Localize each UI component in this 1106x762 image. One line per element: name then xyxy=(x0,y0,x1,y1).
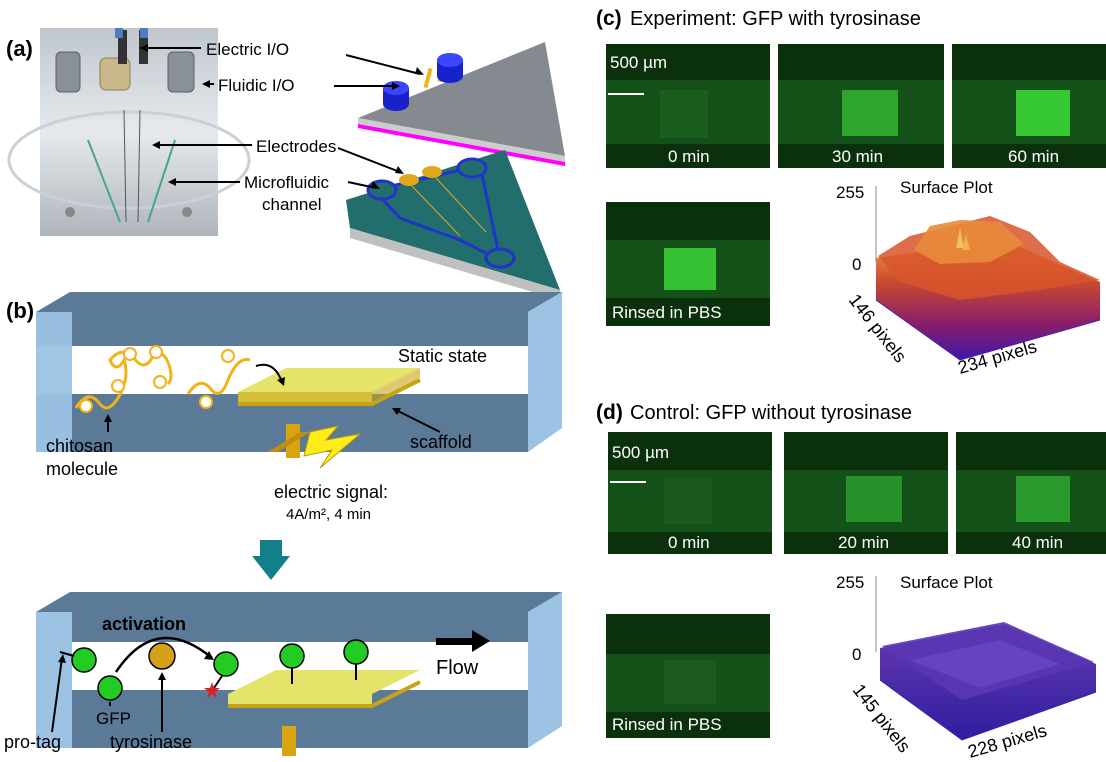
d-frame-label: 0 min xyxy=(668,533,710,552)
device-photo xyxy=(7,28,251,236)
c-z-max-label: 255 xyxy=(836,183,864,202)
d-frame-20min: 20 min xyxy=(784,432,948,554)
panel-b-label: (b) xyxy=(6,298,34,323)
c-frame-label: 30 min xyxy=(832,147,883,166)
c-frame-label: 60 min xyxy=(1008,147,1059,166)
c-frame-60min: 60 min xyxy=(952,44,1106,168)
c-frame-label: 0 min xyxy=(668,147,710,166)
electric-io-label: Electric I/O xyxy=(206,40,289,59)
c-rinsed-label: Rinsed in PBS xyxy=(612,303,722,322)
d-frame-label: 40 min xyxy=(1012,533,1063,552)
microfluidic-label-1: Microfluidic xyxy=(244,173,330,192)
panel-a-callouts: Electric I/O Fluidic I/O Electrodes Micr… xyxy=(140,40,424,214)
c-surface-title: Surface Plot xyxy=(900,178,993,197)
electrodes-label: Electrodes xyxy=(256,137,336,156)
tyrosinase-label: tyrosinase xyxy=(110,732,192,752)
chitosan-label-2: molecule xyxy=(46,459,118,479)
flow-label: Flow xyxy=(436,657,479,679)
activation-label: activation xyxy=(102,614,186,634)
d-surface-plot: 255 0 Surface Plot 145 pixels 228 pixels xyxy=(836,573,1097,762)
c-frame-rinsed: Rinsed in PBS xyxy=(606,202,770,326)
d-z-min-label: 0 xyxy=(852,645,861,664)
panel-c-title: Experiment: GFP with tyrosinase xyxy=(630,8,921,30)
transition-arrow xyxy=(252,540,290,580)
panel-d: (d) Control: GFP without tyrosinase 500 … xyxy=(596,401,1106,762)
d-scale-bar-label: 500 µm xyxy=(612,443,669,462)
panel-c: (c) Experiment: GFP with tyrosinase 500 … xyxy=(596,7,1106,378)
d-frame-0min: 500 µm 0 min xyxy=(608,432,772,554)
c-frame-0min: 500 µm 0 min xyxy=(606,44,770,168)
panel-a-label: (a) xyxy=(6,36,33,61)
d-frame-label: 20 min xyxy=(838,533,889,552)
panel-d-title: Control: GFP without tyrosinase xyxy=(630,402,912,424)
d-surface-title: Surface Plot xyxy=(900,573,993,592)
c-surface-plot: 255 0 Surface Plot 146 pixels 234 pixels xyxy=(836,178,1101,378)
microfluidic-label-2: channel xyxy=(262,195,322,214)
panel-a: (a) xyxy=(6,28,565,300)
fluidic-io-label: Fluidic I/O xyxy=(218,76,295,95)
static-state-label: Static state xyxy=(398,346,487,366)
pro-tag-label: pro-tag xyxy=(4,732,61,752)
panel-b: (b) xyxy=(4,292,562,756)
d-rinsed-label: Rinsed in PBS xyxy=(612,715,722,734)
c-frame-30min: 30 min xyxy=(778,44,944,168)
channel-static xyxy=(36,292,562,469)
d-z-max-label: 255 xyxy=(836,573,864,592)
channel-activation xyxy=(36,592,562,756)
scaffold-label: scaffold xyxy=(410,432,472,452)
panel-c-label: (c) xyxy=(596,7,622,30)
d-frame-40min: 40 min xyxy=(956,432,1106,554)
panel-d-label: (d) xyxy=(596,401,623,424)
signal-label-1: electric signal: xyxy=(274,482,388,502)
d-frame-rinsed: Rinsed in PBS xyxy=(606,614,770,738)
c-z-min-label: 0 xyxy=(852,255,861,274)
device-schematic xyxy=(346,42,565,300)
gfp-label: GFP xyxy=(96,709,131,728)
c-scale-bar-label: 500 µm xyxy=(610,53,667,72)
signal-label-2: 4A/m², 4 min xyxy=(286,506,371,523)
chitosan-label-1: chitosan xyxy=(46,436,113,456)
